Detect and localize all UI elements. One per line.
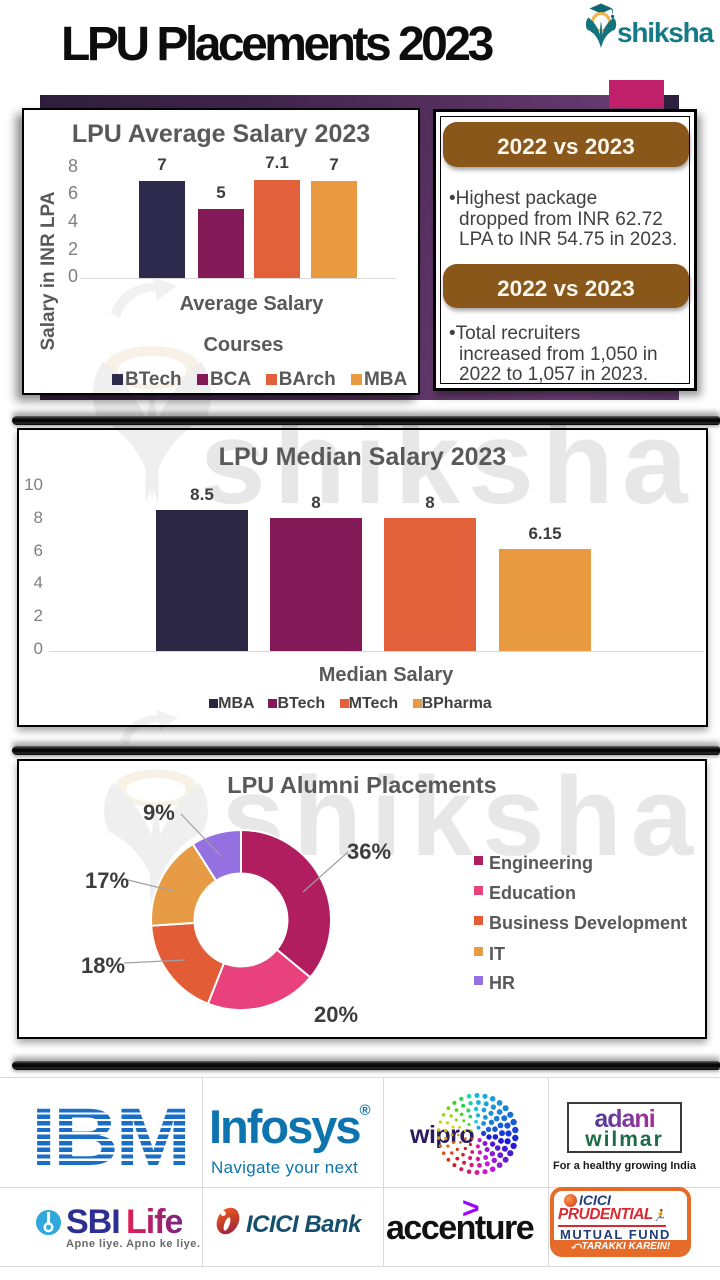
svg-text:IT: IT <box>489 944 505 964</box>
svg-text:9%: 9% <box>143 800 175 825</box>
svg-text:17%: 17% <box>85 868 129 893</box>
svg-text:Engineering: Engineering <box>489 853 593 873</box>
svg-text:Business Development: Business Development <box>489 913 687 933</box>
svg-text:20%: 20% <box>314 1002 358 1027</box>
svg-text:18%: 18% <box>81 953 125 978</box>
svg-text:HR: HR <box>489 973 515 993</box>
svg-text:shiksha: shiksha <box>617 17 715 48</box>
svg-text:Education: Education <box>489 883 576 903</box>
svg-text:Salary in INR LPA: Salary in INR LPA <box>38 191 59 350</box>
svg-text:36%: 36% <box>347 839 391 864</box>
